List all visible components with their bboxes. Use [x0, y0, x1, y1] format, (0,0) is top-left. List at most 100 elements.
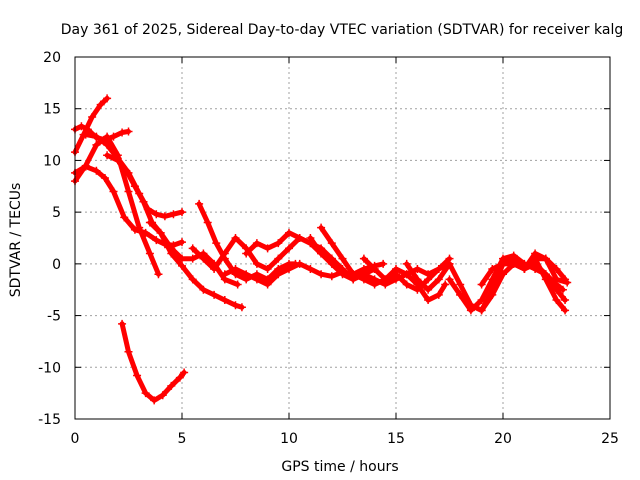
x-tick-label: 15: [387, 431, 405, 447]
data-point: [135, 223, 144, 232]
data-point: [100, 174, 109, 183]
data-point: [199, 254, 208, 263]
data-point: [317, 270, 326, 279]
data-point: [188, 254, 197, 263]
y-tick-label: -15: [38, 412, 61, 428]
data-point: [466, 301, 475, 310]
data-point: [92, 140, 101, 149]
plot-frame: [74, 56, 611, 420]
data-point: [252, 239, 261, 248]
data-point: [306, 234, 315, 242]
data-point: [252, 259, 261, 268]
data-point: [178, 261, 186, 270]
data-point: [552, 275, 561, 284]
data-point: [156, 228, 165, 237]
data-point: [77, 122, 86, 131]
data-point: [167, 381, 176, 390]
series-line: [447, 253, 566, 313]
y-tick-label: -5: [47, 309, 61, 325]
data-point: [103, 132, 112, 141]
data-point: [327, 259, 336, 268]
data-point: [210, 265, 219, 274]
data-point: [124, 187, 133, 196]
y-tick-label: 15: [43, 102, 61, 118]
data-point: [81, 161, 90, 170]
data-point: [424, 275, 433, 284]
data-point: [441, 280, 450, 289]
y-tick-label: -10: [38, 360, 61, 376]
data-point: [83, 125, 92, 134]
x-tick-label: 0: [71, 431, 80, 447]
data-point: [139, 197, 148, 206]
data-point: [178, 238, 186, 247]
series-line: [222, 261, 386, 287]
series-track-1: [71, 94, 112, 157]
data-point: [152, 236, 161, 245]
data-point: [531, 254, 540, 263]
data-point: [477, 280, 486, 289]
data-point: [327, 239, 336, 248]
data-point: [210, 290, 219, 299]
data-point: [81, 130, 90, 139]
data-point: [120, 213, 129, 222]
data-point: [413, 275, 422, 284]
data-point: [195, 199, 204, 208]
data-point: [541, 275, 550, 284]
data-point: [263, 265, 272, 274]
y-tick-label: 10: [43, 153, 61, 169]
data-point: [563, 278, 572, 287]
data-point: [295, 234, 304, 242]
data-point: [152, 210, 161, 219]
data-point: [167, 249, 176, 258]
data-point: [499, 259, 507, 268]
data-point: [285, 265, 293, 274]
data-point: [130, 182, 139, 191]
data-point: [242, 270, 251, 279]
data-point: [175, 373, 184, 382]
series-track-7: [118, 319, 189, 405]
data-point: [456, 280, 465, 289]
data-point: [263, 280, 272, 289]
data-point: [285, 228, 293, 237]
data-point: [520, 265, 529, 274]
data-point: [434, 265, 443, 274]
data-point: [263, 244, 272, 253]
data-point: [338, 270, 347, 279]
data-point: [122, 166, 131, 175]
data-point: [434, 275, 443, 284]
series-line: [147, 220, 245, 310]
data-point: [252, 275, 261, 284]
data-point: [103, 94, 112, 103]
data-point: [306, 265, 315, 274]
axis-ticks: 0 5 10 15 20 25 -15 -10 -5 0 5 10 15 20: [38, 50, 619, 447]
data-point: [199, 285, 208, 294]
data-point: [103, 151, 112, 160]
data-point: [509, 259, 518, 268]
data-point: [158, 391, 167, 400]
data-point: [327, 272, 336, 281]
data-point: [424, 285, 433, 294]
data-point: [113, 156, 122, 165]
data-point: [488, 265, 497, 274]
data-point: [154, 270, 163, 279]
data-point: [118, 128, 127, 137]
data-point: [295, 259, 304, 268]
data-point: [242, 249, 251, 258]
data-point: [413, 265, 422, 274]
data-point: [220, 249, 229, 258]
data-point: [150, 396, 159, 405]
data-point: [445, 259, 454, 268]
data-point: [402, 280, 411, 289]
y-axis-label: SDTVAR / TECUs: [8, 183, 24, 298]
data-point: [88, 112, 97, 121]
x-tick-label: 10: [280, 431, 298, 447]
data-point: [285, 244, 293, 253]
data-point: [160, 212, 169, 221]
data-point: [141, 389, 150, 398]
data-point: [456, 290, 465, 299]
data-point: [317, 249, 326, 258]
data-point: [338, 254, 347, 263]
data-point: [188, 244, 197, 253]
y-tick-label: 5: [52, 205, 61, 221]
data-point: [317, 223, 326, 232]
